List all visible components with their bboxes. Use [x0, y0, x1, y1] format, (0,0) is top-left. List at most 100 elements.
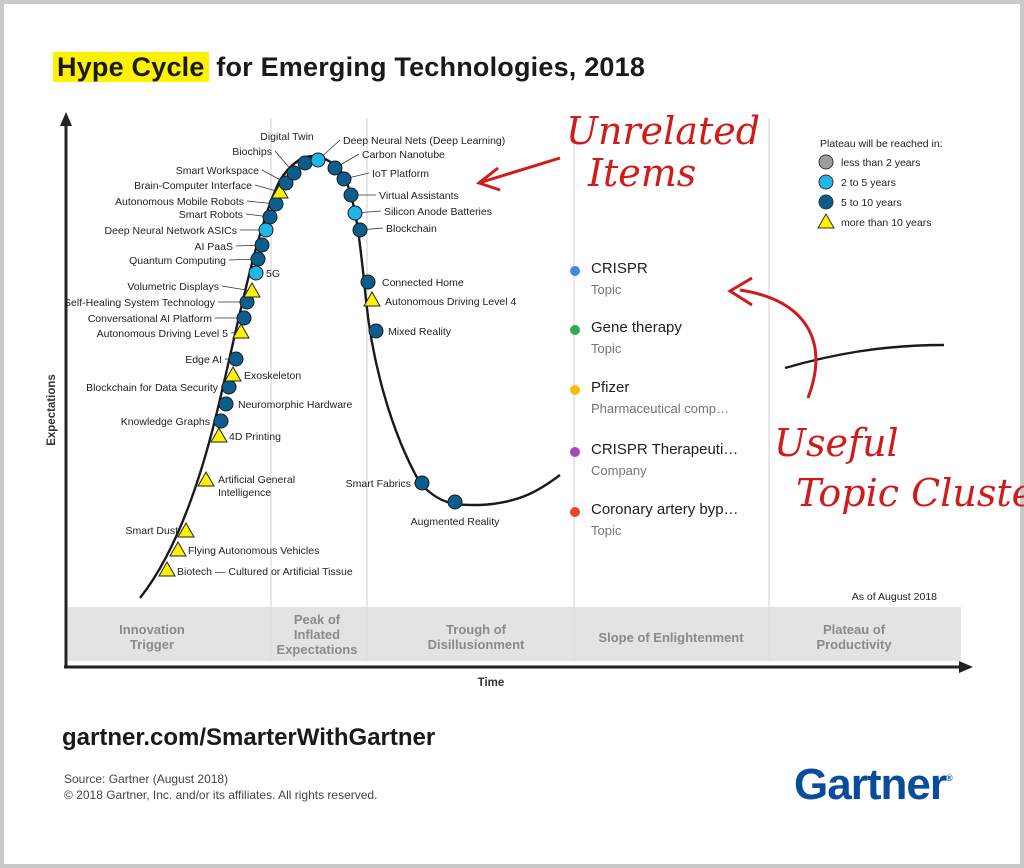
source-line: Source: Gartner (August 2018)	[64, 772, 229, 786]
technology-item: Augmented Reality	[411, 494, 500, 528]
technology-item: Virtual Assistants	[343, 187, 459, 203]
technology-label: Smart Workspace	[176, 165, 259, 177]
source-note: Source: Gartner (August 2018) © 2018 Gar…	[64, 771, 377, 803]
phase-label: Plateau of Productivity	[816, 622, 892, 652]
triangle-marker-icon	[224, 365, 242, 382]
dark-blue-marker-icon	[286, 165, 302, 181]
legend-dark-circle-icon	[818, 194, 834, 210]
title-rest: for Emerging Technologies, 2018	[208, 52, 646, 82]
technology-item: Biotech — Cultured or Artificial Tissue	[158, 560, 353, 578]
technology-label: Autonomous Driving Level 5	[97, 328, 228, 340]
copyright-line: © 2018 Gartner, Inc. and/or its affiliat…	[64, 788, 378, 802]
technology-item: AI PaaS	[194, 237, 270, 253]
phase-label: Innovation Trigger	[119, 622, 185, 652]
panel-item-name: Gene therapy	[591, 319, 682, 336]
panel-item-name: Pfizer	[591, 379, 630, 396]
company-dot-icon	[570, 447, 580, 457]
dark-blue-marker-icon	[327, 160, 343, 176]
technology-item: Self-Healing System Technology	[64, 294, 255, 310]
technology-item: Biochips	[232, 146, 302, 181]
hype-curve	[139, 155, 561, 599]
triangle-marker-icon	[197, 470, 215, 487]
technology-item: Flying Autonomous Vehicles	[169, 540, 319, 557]
dark-blue-marker-icon	[221, 379, 237, 395]
gartner-logo: Gartner®	[794, 760, 953, 810]
as-of-note: As of August 2018	[852, 591, 937, 603]
dark-blue-marker-icon	[343, 187, 359, 203]
triangle-marker-icon	[158, 560, 176, 577]
technology-item: Deep Neural Nets (Deep Learning)	[310, 135, 505, 168]
technology-item: Quantum Computing	[129, 251, 266, 267]
annotation-items: Items	[587, 151, 696, 195]
technology-item: Volumetric Displays	[127, 281, 261, 298]
technology-item: Smart Workspace	[176, 165, 294, 191]
technology-label: Autonomous Driving Level 4	[385, 296, 516, 308]
technology-label: Deep Neural Nets (Deep Learning)	[343, 135, 505, 147]
light-blue-marker-icon	[347, 205, 363, 221]
technology-label: Deep Neural Network ASICs	[105, 225, 237, 237]
triangle-marker-icon	[210, 426, 228, 443]
technology-label: Volumetric Displays	[127, 281, 219, 293]
dark-blue-marker-icon	[447, 494, 463, 510]
technology-item: Silicon Anode Batteries	[347, 205, 492, 221]
plateau-curve	[784, 343, 945, 370]
dark-blue-marker-icon	[236, 310, 252, 326]
legend-label: more than 10 years	[841, 217, 931, 229]
registered-mark: ®	[945, 773, 953, 784]
technology-label: Mixed Reality	[388, 326, 452, 338]
technology-item: IoT Platform	[336, 168, 429, 187]
title-highlight: Hype Cycle	[53, 52, 209, 82]
legend-label: 2 to 5 years	[841, 177, 896, 189]
technology-label: Silicon Anode Batteries	[384, 206, 492, 218]
technology-label: Flying Autonomous Vehicles	[188, 545, 319, 557]
technology-item: Smart Dust	[125, 521, 195, 538]
arrowhead-icon	[727, 276, 753, 307]
light-blue-marker-icon	[258, 222, 274, 238]
technology-item: 4D Printing	[210, 426, 281, 443]
logo-text: Gartner	[794, 760, 947, 809]
dark-blue-marker-icon	[336, 171, 352, 187]
technology-item: Smart Robots	[179, 209, 278, 225]
x-axis-arrow	[959, 661, 973, 673]
footer-url[interactable]: gartner.com/SmarterWithGartner	[62, 724, 436, 751]
technology-label: Knowledge Graphs	[121, 416, 210, 428]
dark-blue-marker-icon	[368, 323, 384, 339]
technology-item: 5G	[248, 265, 280, 281]
triangle-marker-icon	[363, 290, 381, 307]
technology-label: 4D Printing	[229, 431, 281, 443]
technology-label: Neuromorphic Hardware	[238, 399, 353, 411]
panel-item-type: Pharmaceutical comp…	[591, 401, 729, 416]
technology-label: Biochips	[232, 146, 272, 158]
y-axis-label: Expectations	[46, 374, 58, 446]
panel-item-type: Topic	[591, 341, 622, 356]
dark-blue-marker-icon	[352, 222, 368, 238]
light-blue-marker-icon	[310, 152, 326, 168]
legend-light-circle-icon	[818, 174, 834, 190]
phase-band	[68, 607, 961, 661]
page-title: Hype Cycle for Emerging Technologies, 20…	[53, 52, 645, 83]
technology-label: Smart Robots	[179, 209, 243, 221]
technology-label: Edge AI	[185, 354, 222, 366]
technology-label: Smart Fabrics	[346, 478, 411, 490]
annotation-unrelated: Unrelated	[566, 109, 760, 153]
technology-label: Self-Healing System Technology	[64, 297, 216, 309]
annotation-useful: Useful	[774, 421, 899, 465]
legend-heading: Plateau will be reached in:	[820, 138, 943, 150]
technology-label: 5G	[266, 268, 280, 280]
technology-label: Quantum Computing	[129, 255, 226, 267]
technology-label: Exoskeleton	[244, 370, 301, 382]
triangle-marker-icon	[232, 322, 250, 339]
technology-label: Smart Dust	[125, 525, 178, 537]
triangle-marker-icon	[243, 281, 261, 298]
technology-label: Biotech — Cultured or Artificial Tissue	[177, 566, 353, 578]
technology-label: Blockchain for Data Security	[86, 382, 219, 394]
phase-label: Peak of Inflated Expectations	[277, 612, 358, 657]
arrowhead-icon	[475, 166, 501, 192]
technology-item: Autonomous Driving Level 5	[97, 322, 250, 340]
technology-item: Edge AI	[185, 351, 244, 367]
x-axis-label: Time	[478, 677, 505, 689]
technology-label: Brain-Computer Interface	[134, 180, 252, 192]
legend-triangle-icon	[817, 212, 835, 229]
